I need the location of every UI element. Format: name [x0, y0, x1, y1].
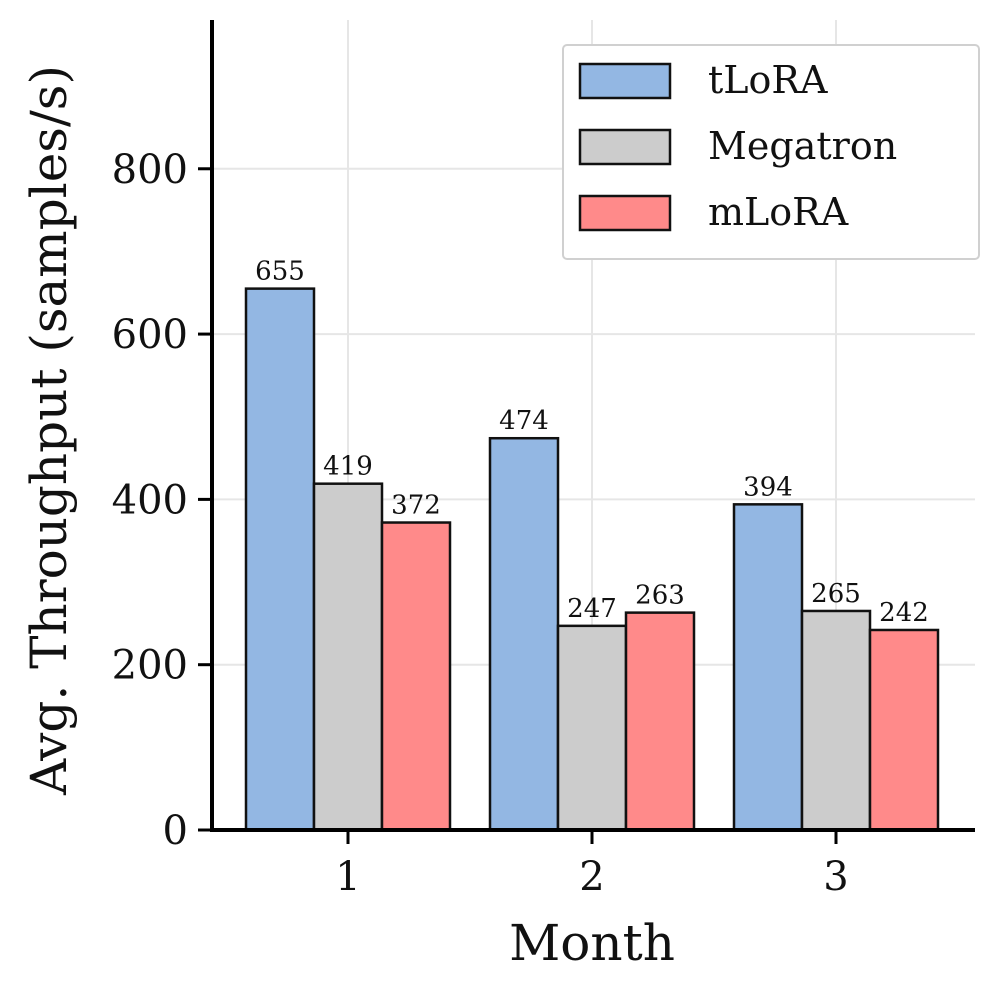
- legend-label-mlora: mLoRA: [708, 190, 849, 234]
- y-tick-label: 200: [112, 643, 188, 689]
- bars: [244, 287, 940, 832]
- ticks: 0 200 400 600 800 1 2 3: [112, 147, 849, 900]
- bar-tlora-month-1: [244, 287, 316, 832]
- y-tick-label: 800: [112, 147, 188, 193]
- bar-megatron-month-1: [312, 482, 384, 832]
- data-label: 247: [567, 594, 617, 624]
- legend-swatch-megatron: [578, 128, 672, 166]
- y-tick-label: 400: [112, 477, 188, 523]
- x-tick-label: 3: [823, 854, 848, 900]
- bar-megatron-month-3: [800, 609, 872, 832]
- data-label: 263: [635, 581, 685, 611]
- data-label: 242: [879, 598, 929, 628]
- bar-mlora-month-3: [868, 628, 940, 832]
- data-label: 372: [391, 491, 441, 521]
- y-tick-label: 0: [163, 808, 188, 854]
- legend-swatch-mlora: [578, 194, 672, 232]
- data-label: 394: [743, 472, 793, 502]
- bar-mlora-month-2: [624, 611, 696, 832]
- data-label: 655: [255, 257, 305, 287]
- legend-label-tlora: tLoRA: [708, 58, 828, 102]
- bar-megatron-month-2: [556, 624, 628, 832]
- x-axis-title: Month: [509, 914, 675, 972]
- legend: tLoRA Megatron mLoRA: [562, 44, 980, 260]
- bar-tlora-month-2: [488, 436, 560, 832]
- y-axis-title: Avg. Throughput (samples/s): [20, 65, 78, 796]
- data-labels: 655 419 372 474 247 263 394 265 242: [255, 257, 929, 628]
- data-label: 265: [811, 579, 861, 609]
- data-label: 419: [323, 452, 373, 482]
- x-tick-label: 2: [579, 854, 604, 900]
- y-tick-label: 600: [112, 312, 188, 358]
- x-tick-label: 1: [335, 854, 360, 900]
- legend-label-megatron: Megatron: [708, 124, 897, 168]
- legend-swatch-tlora: [578, 62, 672, 100]
- data-label: 474: [499, 406, 549, 436]
- bar-mlora-month-1: [380, 521, 452, 832]
- bar-tlora-month-3: [732, 503, 804, 832]
